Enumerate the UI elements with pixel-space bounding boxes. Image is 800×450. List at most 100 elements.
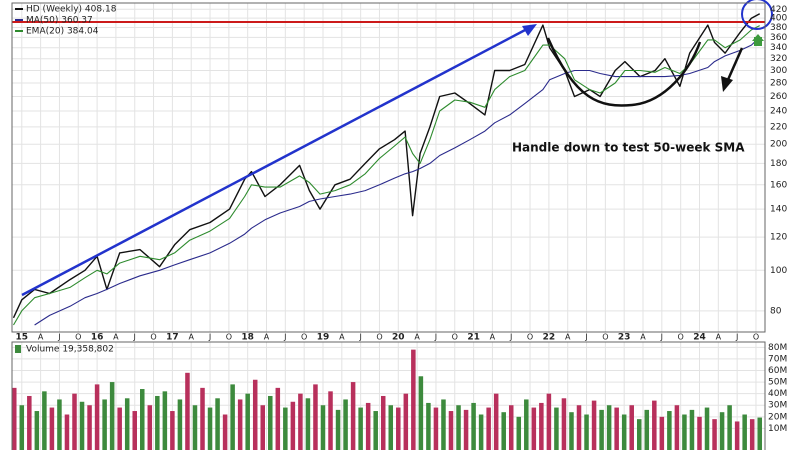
x-tick-label: O	[678, 333, 684, 342]
volume-bar	[350, 382, 356, 450]
y-tick-label: 40M	[768, 389, 787, 399]
volume-bar	[27, 395, 32, 450]
trend-arrow	[21, 27, 528, 297]
y-tick-label: 80	[770, 306, 782, 316]
volume-bar	[358, 407, 363, 450]
volume-bar	[433, 407, 439, 450]
volume-bar	[554, 407, 559, 450]
volume-bar	[584, 414, 589, 450]
x-tick-label: O	[301, 333, 307, 342]
volume-bar	[621, 414, 627, 450]
x-tick-label: O	[226, 333, 232, 342]
volume-bar	[215, 398, 220, 450]
x-tick-label: 15	[16, 333, 29, 343]
x-tick-label: A	[716, 333, 722, 342]
signal-marker	[754, 37, 762, 46]
volume-bar	[94, 384, 100, 450]
volume-bar	[117, 407, 122, 450]
volume-bar	[320, 405, 326, 450]
y-tick-label: 160	[770, 180, 787, 190]
y-tick-label: 50M	[768, 378, 787, 388]
y-tick-label: 30M	[768, 401, 787, 411]
volume-bar	[365, 402, 371, 450]
volume-bar	[192, 405, 198, 450]
y-tick-label: 280	[770, 79, 787, 89]
y-tick-label: 380	[770, 23, 787, 33]
price-panel-frame	[11, 2, 766, 333]
x-tick-label: J	[735, 333, 738, 342]
volume-label: Volume 19,358,802	[26, 345, 114, 355]
x-tick-label: J	[133, 333, 136, 342]
x-tick-label: O	[602, 333, 608, 342]
volume-bar	[403, 393, 409, 450]
volume-bar	[57, 399, 62, 450]
y-tick-label: 320	[770, 54, 787, 64]
legend-label: MA(50) 360.37	[26, 16, 93, 26]
volume-icon	[15, 345, 21, 353]
y-tick-label: 300	[770, 66, 787, 76]
volume-bar	[478, 414, 484, 450]
x-tick-label: A	[113, 333, 119, 342]
volume-bar	[629, 405, 634, 450]
volume-bar	[140, 389, 145, 450]
volume-bar	[734, 421, 740, 450]
volume-bar	[546, 393, 552, 450]
x-tick-label: A	[490, 333, 496, 342]
legend-label: HD (Weekly) 408.18	[26, 5, 117, 15]
volume-bar	[569, 412, 574, 450]
volume-bar	[667, 411, 672, 450]
volume-bar	[742, 414, 747, 450]
volume-bar	[576, 405, 582, 450]
volume-bar	[290, 401, 296, 450]
volume-bar	[328, 391, 333, 450]
volume-bar	[501, 412, 506, 450]
volume-bar	[124, 398, 130, 450]
series-line	[13, 25, 760, 326]
volume-bar	[614, 407, 619, 450]
volume-bar	[207, 407, 213, 450]
volume-bar	[268, 395, 273, 450]
volume-bar	[252, 379, 258, 450]
x-tick-label: O	[75, 333, 81, 342]
y-tick-label: 400	[770, 14, 787, 24]
volume-bar	[539, 402, 544, 450]
y-tick-label: 60M	[768, 366, 787, 376]
volume-bar	[644, 409, 650, 450]
volume-bar	[64, 414, 70, 450]
volume-bar	[441, 399, 446, 450]
volume-bar	[388, 405, 394, 450]
x-tick-label: O	[376, 333, 382, 342]
x-tick-label: A	[264, 333, 270, 342]
x-tick-label: J	[434, 333, 437, 342]
x-tick-label: 24	[693, 333, 706, 343]
volume-bar	[79, 401, 85, 450]
x-tick-label: 22	[543, 333, 556, 343]
volume-bar	[704, 407, 710, 450]
volume-layer	[12, 349, 762, 450]
y-tick-label: 420	[770, 5, 787, 15]
volume-bar	[313, 384, 318, 450]
x-tick-label: A	[640, 333, 646, 342]
volume-bar	[185, 372, 190, 450]
trend-arrow-head	[522, 24, 537, 36]
x-tick-label: J	[584, 333, 587, 342]
x-tick-label: 16	[91, 333, 104, 343]
volume-bar	[471, 402, 476, 450]
legend-label: EMA(20) 384.04	[26, 27, 99, 37]
volume-bar	[674, 405, 680, 450]
x-tick-label: 17	[166, 333, 179, 343]
y-tick-label: 70M	[768, 354, 787, 364]
volume-bar	[170, 411, 175, 450]
volume-bar	[749, 419, 755, 450]
volume-bar	[275, 387, 281, 450]
y-tick-label: 20M	[768, 412, 787, 422]
x-tick-label: 21	[467, 333, 480, 343]
volume-bar	[411, 349, 416, 450]
volume-bar	[719, 412, 725, 450]
volume-bar	[463, 409, 469, 450]
y-tick-label: 200	[770, 140, 787, 150]
x-tick-label: J	[358, 333, 361, 342]
volume-bar	[109, 382, 115, 450]
